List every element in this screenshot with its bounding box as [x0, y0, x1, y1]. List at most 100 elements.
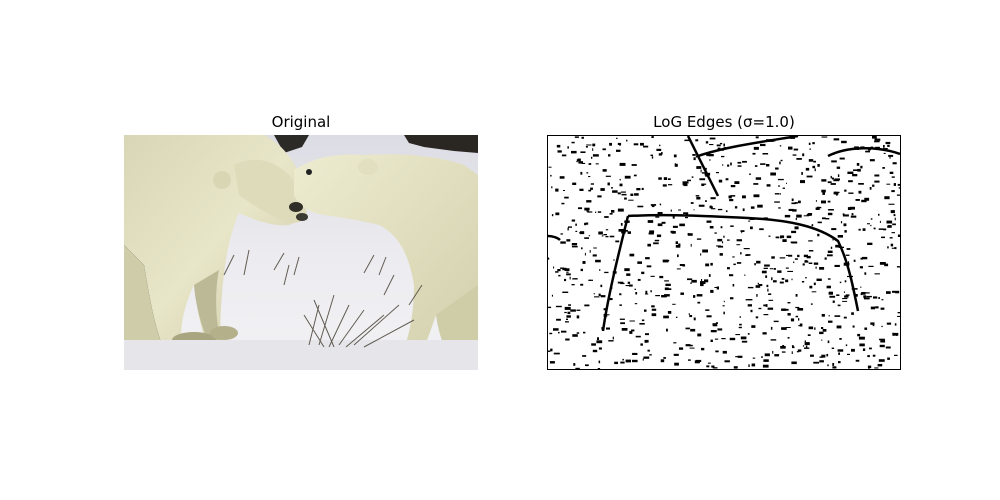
- edge-speck: [780, 346, 786, 349]
- edge-speck: [715, 322, 718, 324]
- edge-speck: [743, 248, 750, 250]
- edge-speck: [799, 323, 803, 327]
- edge-speck: [767, 307, 774, 310]
- edge-speck: [628, 284, 633, 287]
- edge-speck: [558, 331, 560, 334]
- edge-speck: [556, 318, 561, 321]
- edge-speck: [609, 235, 615, 238]
- edge-speck: [729, 199, 734, 202]
- edge-speck: [891, 190, 895, 193]
- edge-speck: [870, 224, 872, 227]
- edge-speck: [624, 197, 627, 200]
- edge-speck: [747, 304, 752, 307]
- edge-speck: [644, 340, 647, 343]
- edge-speck: [786, 182, 787, 184]
- edge-speck: [658, 177, 662, 180]
- edge-speck: [839, 338, 842, 340]
- edge-speck: [727, 239, 730, 241]
- edge-speck: [869, 347, 872, 350]
- edge-speck: [761, 356, 763, 358]
- edge-speck: [662, 184, 667, 187]
- edge-speck: [573, 363, 576, 366]
- edge-speck: [689, 347, 695, 349]
- edge-speck: [733, 263, 736, 266]
- edge-speck: [611, 210, 615, 213]
- edge-speck: [620, 361, 625, 364]
- edge-speck: [857, 333, 861, 337]
- edge-speck: [553, 352, 560, 355]
- edge-speck: [592, 349, 598, 353]
- edge-speck: [896, 266, 900, 268]
- edge-speck: [892, 332, 895, 336]
- edge-speck: [675, 244, 681, 248]
- edge-speck: [835, 244, 841, 248]
- edge-speck: [843, 291, 845, 293]
- edge-speck: [787, 270, 793, 272]
- edge-speck: [883, 145, 885, 148]
- edge-speck: [780, 235, 785, 239]
- edge-speck: [581, 247, 583, 250]
- edge-speck: [786, 254, 790, 256]
- edge-speck: [614, 361, 618, 365]
- edge-speck: [699, 178, 706, 181]
- edge-speck: [571, 219, 576, 222]
- edge-speck: [557, 269, 561, 272]
- edge-speck: [635, 292, 638, 295]
- edge-speck: [889, 237, 893, 239]
- edge-speck: [878, 213, 880, 216]
- edge-speck: [794, 202, 798, 204]
- edge-speck: [795, 294, 798, 297]
- edge-speck: [551, 214, 554, 217]
- edge-speck: [819, 331, 824, 335]
- edge-speck: [753, 183, 759, 185]
- edge-speck: [690, 243, 692, 247]
- edge-speck: [763, 314, 769, 316]
- edge-speck: [548, 257, 550, 260]
- edge-speck: [740, 230, 745, 232]
- edge-speck: [608, 154, 611, 157]
- edge-speck: [695, 155, 697, 158]
- edge-speck: [604, 216, 609, 218]
- edge-speck: [877, 364, 883, 367]
- edge-speck: [817, 206, 822, 209]
- edge-speck: [800, 180, 805, 184]
- edge-speck: [679, 264, 685, 266]
- edge-speck: [673, 353, 679, 356]
- edge-speck: [755, 285, 761, 288]
- edge-speck: [632, 359, 638, 363]
- edge-speck: [593, 247, 597, 249]
- edge-speck: [813, 282, 816, 286]
- edge-speck: [861, 292, 866, 295]
- edge-speck: [621, 193, 627, 196]
- edge-speck: [787, 313, 791, 316]
- edge-speck: [555, 188, 559, 192]
- edge-speck: [701, 347, 705, 351]
- edge-speck: [811, 291, 817, 293]
- edge-speck: [895, 290, 900, 294]
- edge-speck: [858, 336, 865, 340]
- edge-speck: [637, 261, 642, 264]
- edge-speck: [808, 142, 811, 145]
- edge-speck: [556, 144, 561, 148]
- edge-speck: [845, 344, 848, 347]
- edge-speck: [827, 364, 829, 367]
- edge-speck: [674, 163, 677, 165]
- edge-speck: [807, 213, 813, 216]
- edge-speck: [739, 323, 742, 326]
- edge-speck: [883, 148, 888, 150]
- edge-speck: [883, 228, 887, 231]
- edge-speck: [837, 235, 843, 238]
- edge-speck: [730, 297, 734, 300]
- edge-speck: [747, 286, 754, 289]
- edge-speck: [598, 293, 601, 296]
- edge-speck: [764, 264, 770, 267]
- edge-speck: [808, 326, 814, 330]
- edge-speck: [588, 235, 591, 237]
- edge-speck: [576, 161, 578, 163]
- edge-speck: [708, 154, 714, 157]
- edge-speck: [654, 239, 660, 242]
- edge-speck: [827, 278, 831, 280]
- edge-speck: [832, 366, 837, 369]
- edge-speck: [754, 165, 758, 167]
- edge-speck: [870, 306, 876, 310]
